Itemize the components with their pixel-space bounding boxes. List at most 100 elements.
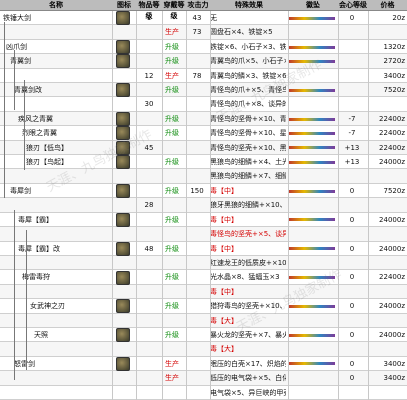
item-level — [139, 342, 159, 356]
special-effect: 青翼鸟的鳞×3、铁锭×6、圆盘石×4 — [210, 71, 286, 80]
crit-level — [341, 386, 363, 400]
price-value — [371, 198, 407, 212]
attack-value — [186, 227, 208, 241]
crit-level — [341, 342, 363, 356]
item-level — [139, 213, 159, 227]
crit-level: -7 — [348, 114, 356, 123]
weapon-name — [18, 227, 110, 241]
weapon-name — [10, 69, 110, 83]
ember-slot-bar — [289, 16, 335, 20]
table-row: 毒犀剑 升级 150 毒【中】 0 7520z — [0, 184, 407, 199]
attack-value — [186, 126, 208, 140]
weapon-name: 疾风之青翼 — [18, 114, 53, 123]
crit-level — [341, 256, 363, 270]
attack-value — [186, 371, 208, 385]
special-effect: 红速龙王的低质皮+×10、红速龙王的大头×7 — [210, 258, 286, 267]
special-effect: 圆盘石×4、铁锭×5 — [210, 28, 273, 37]
item-level — [139, 386, 159, 400]
table-row: 凶爪剑 升级 铁锭×6、小石子×3、铁矿石×6 1320z — [0, 40, 407, 55]
table-row: 毒【大】 — [0, 342, 407, 357]
crit-level: 0 — [349, 359, 355, 368]
weapon-name: 青翼剑 — [10, 57, 31, 66]
upgrade-type — [162, 141, 182, 155]
attack-value — [186, 314, 208, 328]
attack-value — [186, 213, 208, 227]
special-effect: 黑狼鸟的细鳞+×7、细鳞片×10 — [210, 172, 286, 181]
special-effect: 猎狩毒鸟的坚壳+×10、毒怪鸟的毒袋+×4 — [210, 302, 286, 311]
attack-value — [186, 141, 208, 155]
weapon-name — [18, 256, 110, 270]
attack-value — [186, 242, 208, 256]
price-value — [371, 342, 407, 356]
special-effect: 低压的电气袋+×5、白化星骨的皮+×4、大地晶晶×3 — [210, 374, 286, 383]
crit-level — [341, 97, 363, 111]
upgrade-type: 升级 — [165, 129, 179, 138]
upgrade-type: 生产 — [165, 374, 179, 383]
crit-level: 0 — [349, 273, 355, 282]
weapon-name: 毒犀【霸】 — [18, 215, 53, 224]
crit-level: -7 — [348, 129, 356, 138]
price-value: 22400z — [379, 273, 405, 282]
special-effect: 无 — [210, 14, 217, 22]
crit-level — [341, 40, 363, 54]
price-value — [371, 386, 407, 400]
ember-slot-bar — [289, 131, 335, 135]
item-level — [139, 314, 159, 328]
price-value: 24000z — [379, 215, 405, 224]
weapon-icon — [116, 241, 130, 256]
weapon-icon — [116, 270, 130, 285]
table-row: 电气袋×5、异巨峡的甲壳×2、坚硬的骨×3 — [0, 386, 407, 400]
weapon-icon — [116, 155, 130, 170]
weapon-name — [14, 97, 110, 111]
header-icon: 图标 — [117, 1, 131, 9]
attack-value — [186, 285, 208, 299]
upgrade-type: 生产 — [165, 359, 179, 368]
price-value — [371, 25, 407, 39]
weapon-name: 梅雷毒狩 — [22, 273, 50, 282]
attack-value — [186, 270, 208, 284]
upgrade-type — [162, 256, 182, 270]
item-level — [139, 357, 159, 371]
special-effect: 光水晶×8、猛蝠玉×3 — [210, 273, 280, 282]
crit-level — [341, 69, 363, 83]
crit-level: 0 — [349, 14, 355, 22]
upgrade-type: 升级 — [165, 244, 179, 253]
item-level: 48 — [144, 244, 154, 253]
table-row: 天照 升级 暴火龙的坚壳+×7、暴火龙的细鳞+×7 0 24000z — [0, 328, 407, 343]
item-level — [139, 126, 159, 140]
weapon-icon — [116, 184, 130, 199]
special-effect: 毒怪鸟的坚壳+×5、谈异的光水晶×5 — [210, 230, 286, 239]
upgrade-type: 生产 — [165, 71, 179, 80]
weapon-name — [34, 342, 110, 356]
upgrade-type: 升级 — [165, 330, 179, 339]
table-row: 怒雷剑 生产 眠压的白壳×17、炽焰的细鳞+×7、红玉×1 0 3400z — [0, 356, 407, 372]
attack-value — [186, 256, 208, 270]
item-level — [139, 184, 159, 198]
item-level: 1 — [146, 14, 152, 22]
ember-slot-bar — [289, 146, 335, 150]
table-row: 女武神之刃 升级 猎狩毒鸟的坚壳+×10、毒怪鸟的毒袋+×4 0 24000z — [0, 299, 407, 314]
crit-level: 0 — [349, 215, 355, 224]
table-row: 毒犀【霸】改 48 升级 毒【中】 0 24000z — [0, 241, 407, 256]
header-crit: 会心等级 — [339, 1, 367, 9]
weapon-name: 狼刃【低鸟】 — [26, 143, 68, 152]
special-effect: 毒【中】 — [210, 215, 238, 224]
special-effect: 青怪鸟的坚骨+×10、青怪鸟的细鳞+×7、土光水晶×7 — [210, 114, 286, 123]
upgrade-type — [162, 386, 182, 400]
price-value: 24000z — [379, 158, 405, 167]
item-level: 45 — [144, 143, 154, 152]
weapon-name — [26, 169, 110, 183]
table-row: 红速龙王的低质皮+×10、红速龙王的大头×7 — [0, 255, 407, 271]
crit-level — [341, 54, 363, 68]
ember-slot-bar — [289, 59, 335, 63]
ember-slot-bar — [289, 276, 335, 280]
header-price: 价格 — [380, 1, 395, 9]
item-level — [139, 54, 159, 68]
header-effect: 特殊效果 — [235, 1, 263, 9]
crit-level — [341, 314, 363, 328]
price-value — [371, 97, 407, 111]
price-value: 7520z — [383, 186, 406, 195]
ember-slot-bar — [289, 304, 335, 308]
ember-slot-bar — [289, 45, 335, 49]
special-effect: 毒【中】 — [210, 186, 238, 195]
